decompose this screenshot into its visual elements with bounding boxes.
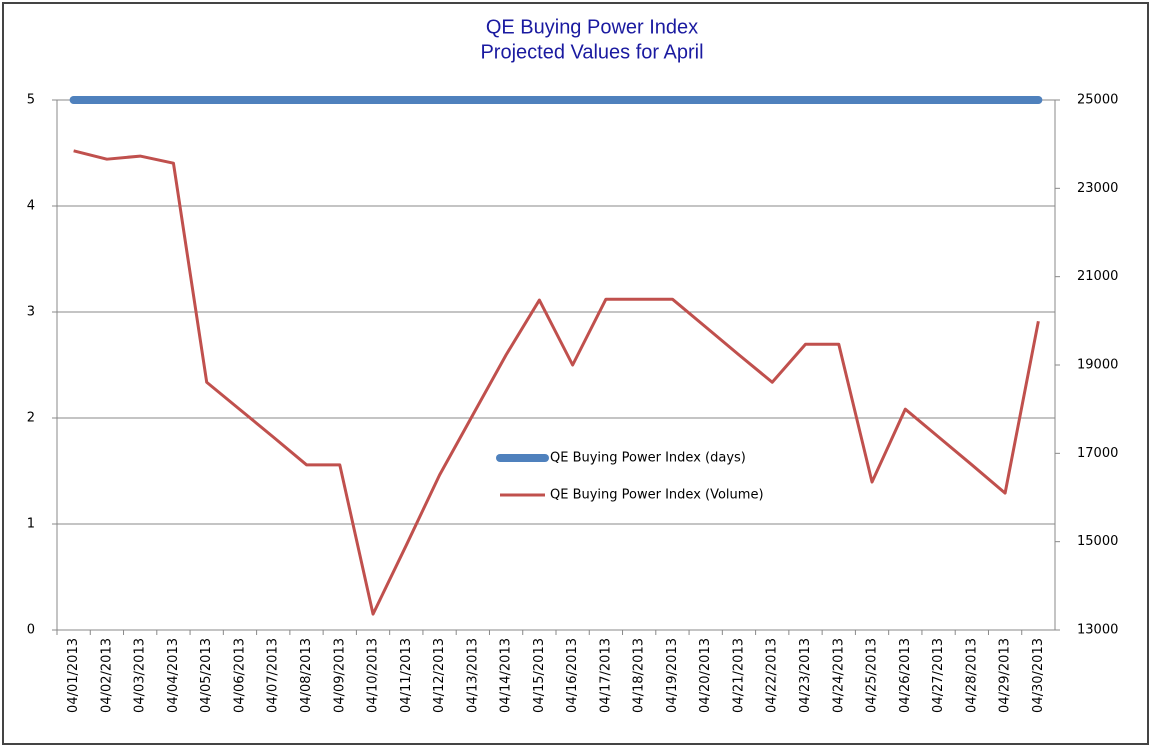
chart-subtitle: Projected Values for April <box>480 41 703 63</box>
legend-label: QE Buying Power Index (Volume) <box>550 488 764 503</box>
x-tick-label: 04/03/2013 <box>133 638 148 713</box>
x-tick-label: 04/27/2013 <box>931 638 946 713</box>
x-tick-label: 04/19/2013 <box>665 638 680 713</box>
y-tick-label: 0 <box>27 623 35 638</box>
x-tick-label: 04/24/2013 <box>831 638 846 713</box>
x-tick-label: 04/15/2013 <box>532 638 547 713</box>
x-tick-label: 04/30/2013 <box>1031 638 1046 713</box>
x-tick-label: 04/11/2013 <box>399 638 414 713</box>
x-tick-label: 04/23/2013 <box>798 638 813 713</box>
y2-tick-label: 23000 <box>1077 181 1118 196</box>
x-tick-label: 04/01/2013 <box>66 638 81 713</box>
x-tick-label: 04/02/2013 <box>99 638 114 713</box>
series-line <box>73 149 1040 616</box>
x-tick-label: 04/13/2013 <box>465 638 480 713</box>
x-tick-label: 04/16/2013 <box>565 638 580 713</box>
y-tick-label: 5 <box>27 93 35 108</box>
y2-tick-label: 13000 <box>1077 623 1118 638</box>
y2-tick-label: 19000 <box>1077 358 1118 373</box>
x-tick-label: 04/29/2013 <box>998 638 1013 713</box>
legend-label: QE Buying Power Index (days) <box>550 451 746 466</box>
y2-tick-label: 17000 <box>1077 446 1118 461</box>
x-tick-label: 04/12/2013 <box>432 638 447 713</box>
x-tick-label: 04/05/2013 <box>199 638 214 713</box>
x-tick-label: 04/14/2013 <box>499 638 514 713</box>
x-tick-label: 04/18/2013 <box>632 638 647 713</box>
x-tick-label: 04/28/2013 <box>964 638 979 713</box>
y2-tick-label: 21000 <box>1077 269 1118 284</box>
x-tick-label: 04/26/2013 <box>898 638 913 713</box>
x-tick-label: 04/20/2013 <box>698 638 713 713</box>
x-tick-label: 04/21/2013 <box>731 638 746 713</box>
x-tick-label: 04/08/2013 <box>299 638 314 713</box>
chart-title: QE Buying Power Index <box>486 16 698 38</box>
x-tick-label: 04/22/2013 <box>765 638 780 713</box>
x-tick-label: 04/07/2013 <box>266 638 281 713</box>
x-tick-label: 04/10/2013 <box>366 638 381 713</box>
x-tick-label: 04/25/2013 <box>865 638 880 713</box>
x-tick-label: 04/06/2013 <box>232 638 247 713</box>
y2-tick-label: 25000 <box>1077 93 1118 108</box>
y-tick-label: 4 <box>27 199 35 214</box>
x-tick-label: 04/04/2013 <box>166 638 181 713</box>
y2-tick-label: 15000 <box>1077 534 1118 549</box>
x-tick-label: 04/17/2013 <box>598 638 613 713</box>
y-tick-label: 2 <box>27 411 35 426</box>
x-tick-label: 04/09/2013 <box>332 638 347 713</box>
y-tick-label: 3 <box>27 305 35 320</box>
y-tick-label: 1 <box>27 517 35 532</box>
